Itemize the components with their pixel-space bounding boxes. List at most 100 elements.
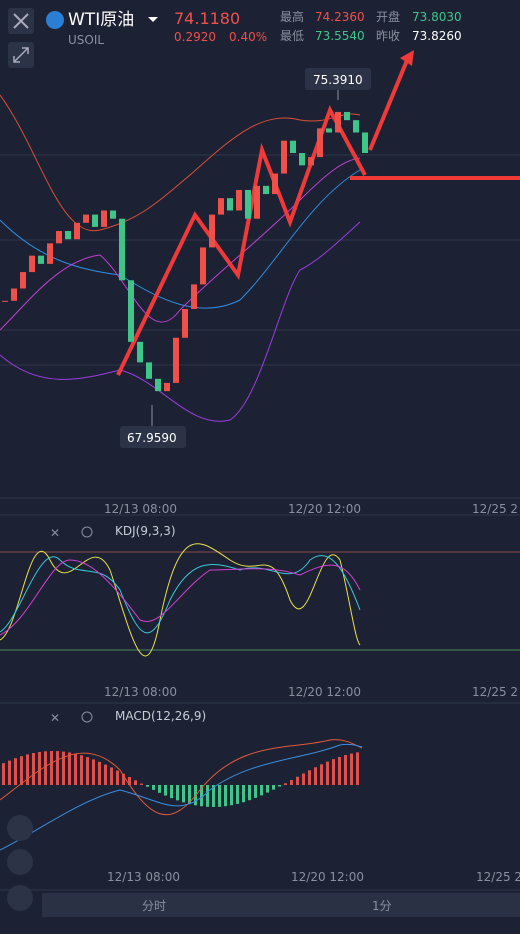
candle — [155, 378, 161, 392]
macd-bar — [290, 780, 293, 785]
tool-button[interactable] — [7, 815, 33, 841]
macd-bar — [200, 785, 203, 807]
tab[interactable]: 分时 — [142, 899, 166, 913]
macd-bar — [344, 755, 347, 785]
candle — [335, 111, 341, 133]
candle — [281, 140, 287, 174]
macd-bar — [98, 761, 101, 785]
macd-bar — [278, 785, 281, 787]
x-label: 12/25 2 — [472, 502, 518, 516]
candle — [353, 120, 359, 133]
hide-icon[interactable]: ✕ — [50, 711, 60, 725]
candle — [200, 247, 206, 285]
candle — [47, 243, 53, 264]
macd-bar — [254, 785, 257, 798]
macd-bar — [56, 751, 59, 785]
candle — [29, 255, 35, 273]
x-label: 12/20 12:00 — [291, 870, 364, 884]
candle — [272, 173, 278, 195]
x-label: 12/25 2 — [472, 685, 518, 699]
tool-button[interactable] — [7, 885, 33, 911]
candle — [164, 382, 170, 392]
candle — [299, 153, 305, 166]
macd-bar — [164, 785, 167, 796]
macd-bar — [332, 759, 335, 785]
macd-bar — [140, 783, 143, 785]
settings-icon[interactable] — [81, 711, 93, 723]
arrow-head — [400, 50, 414, 66]
macd-bar — [134, 780, 137, 785]
settings-icon[interactable] — [81, 526, 93, 538]
candle — [227, 198, 233, 211]
candle — [254, 185, 260, 219]
macd-bar — [230, 785, 233, 806]
tool-button[interactable] — [7, 849, 33, 875]
macd-bar — [32, 753, 35, 785]
macd-bar — [128, 777, 131, 785]
symbol[interactable]: WTI原油 — [68, 10, 134, 30]
macd-bar — [308, 770, 311, 785]
macd-bar — [326, 761, 329, 785]
candle — [101, 210, 107, 227]
x-label: 12/20 12:00 — [288, 502, 361, 516]
macd-bar — [320, 764, 323, 785]
change-pct: 0.40% — [229, 30, 267, 44]
macd-bar — [182, 785, 185, 803]
macd-bar — [122, 773, 125, 785]
min-label: 67.9590 — [127, 431, 177, 445]
candle — [2, 300, 8, 302]
macd-bar — [188, 785, 191, 805]
boll-lower — [0, 221, 361, 422]
macd-bar — [302, 773, 305, 785]
macd-bar — [338, 756, 341, 785]
x-label: 12/25 2 — [476, 870, 520, 884]
macd-title: MACD(12,26,9) — [115, 709, 206, 723]
candle — [236, 189, 242, 211]
macd-bar — [50, 751, 53, 785]
candle — [218, 198, 224, 215]
annotation-arrows — [116, 57, 520, 376]
macd-bar — [74, 753, 77, 785]
candle — [173, 337, 179, 383]
macd-bar — [314, 767, 317, 785]
macd-bar — [110, 767, 113, 785]
collapse-icon — [13, 47, 29, 63]
prev-label: 昨收 — [376, 29, 400, 43]
macd-bar — [350, 753, 353, 785]
x-label: 12/13 08:00 — [104, 502, 177, 516]
dropdown[interactable] — [148, 17, 158, 22]
open-label: 开盘 — [376, 9, 400, 24]
low: 73.5540 — [315, 29, 365, 43]
macd-bar — [80, 755, 83, 785]
macd-dif — [0, 739, 363, 816]
macd-bar — [176, 785, 179, 801]
boll-upper — [0, 94, 361, 232]
min-box — [120, 426, 186, 448]
candle — [362, 132, 368, 154]
candle — [92, 214, 98, 227]
candle — [326, 128, 332, 133]
candle — [83, 214, 89, 223]
candle — [110, 210, 116, 219]
hide-icon[interactable]: ✕ — [50, 526, 60, 540]
max-box — [305, 68, 371, 90]
low-label: 最低 — [280, 29, 304, 43]
macd-bar — [20, 756, 23, 785]
macd-bar — [212, 785, 215, 807]
candle — [146, 362, 152, 379]
macd-bar — [116, 770, 119, 785]
candle — [56, 231, 62, 244]
tab[interactable]: 1分 — [372, 899, 392, 913]
macd-bar — [248, 785, 251, 801]
candle — [128, 280, 134, 342]
candle — [11, 288, 17, 301]
candle — [182, 309, 188, 338]
kdj-d — [0, 559, 361, 636]
open: 73.8030 — [412, 10, 462, 24]
macd-bar — [26, 754, 29, 785]
code: USOIL — [68, 33, 104, 47]
x-label: 12/13 08:00 — [104, 685, 177, 699]
macd-bar — [224, 785, 227, 807]
high-label: 最高 — [280, 9, 304, 24]
candle — [245, 189, 251, 219]
